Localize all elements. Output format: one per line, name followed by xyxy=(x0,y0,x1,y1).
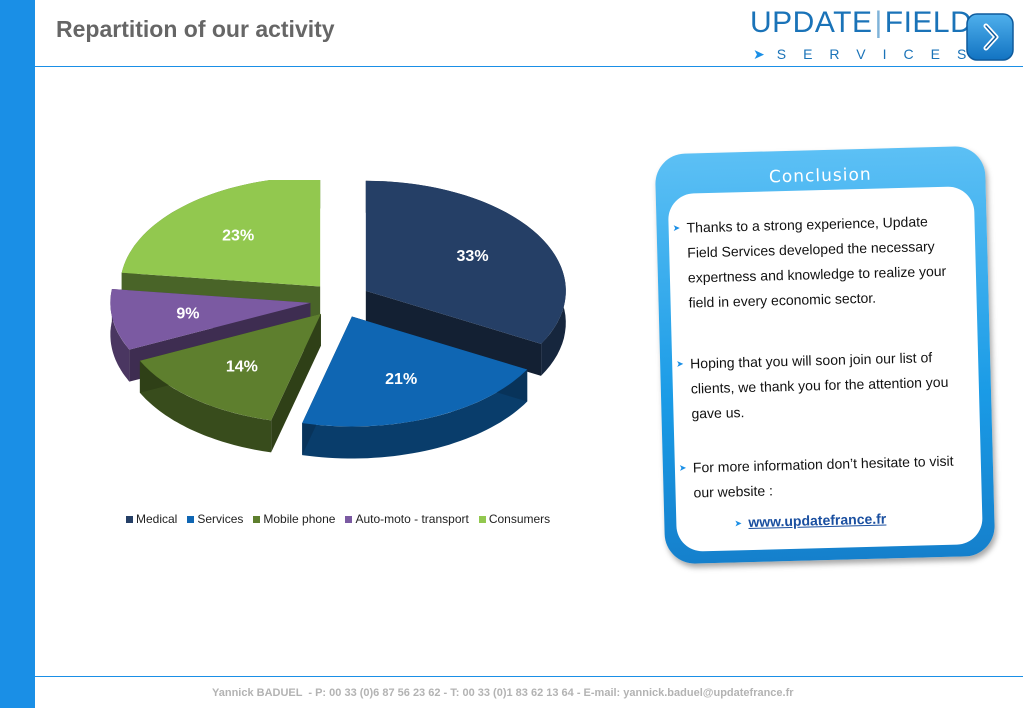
legend-item: Medical xyxy=(126,512,177,526)
conclusion-bullet-text: For more information don’t hesitate to v… xyxy=(692,452,954,501)
website-link[interactable]: www.updatefrance.fr xyxy=(748,510,887,531)
company-logo: UPDATE|FIELD ➤ SERVICES xyxy=(745,6,1020,66)
legend-label: Medical xyxy=(136,512,178,526)
bullet-arrow-icon: ➤ xyxy=(678,462,687,473)
legend-label: Auto-moto - transport xyxy=(355,512,469,526)
legend-label: Consumers xyxy=(488,512,551,526)
logo-arrow-icon: ➤ xyxy=(753,46,765,62)
link-arrow-icon: ➤ xyxy=(734,518,743,529)
pie-data-label: 21% xyxy=(385,371,417,388)
legend-item: Auto-moto - transport xyxy=(345,512,469,526)
pie-slice-side-2 xyxy=(302,369,528,459)
pie-data-label: 14% xyxy=(226,358,258,375)
pie-slice-medical xyxy=(365,180,566,344)
pie-slice-consumers xyxy=(121,180,321,287)
header-divider xyxy=(35,66,1023,67)
logo-tagline-text: SERVICES xyxy=(776,46,984,62)
logo-chevron-icon xyxy=(966,13,1014,61)
logo-tagline: ➤ SERVICES xyxy=(753,46,983,63)
logo-word-field: FIELD xyxy=(884,6,973,39)
bullet-arrow-icon: ➤ xyxy=(676,358,684,369)
left-accent-bar xyxy=(0,0,35,708)
pie-slice-auto-moto-transport xyxy=(110,289,311,350)
legend-item: Consumers xyxy=(478,512,551,526)
pie-data-label: 9% xyxy=(176,305,199,322)
legend-swatch xyxy=(345,515,353,523)
legend-item: Services xyxy=(187,512,243,526)
pie-slice-side-3 xyxy=(139,360,272,453)
logo-separator: | xyxy=(874,6,883,39)
pie-slice-edge-1-2 xyxy=(365,290,542,376)
conclusion-bullet-text: Thanks to a strong experience, Update Fi… xyxy=(686,213,947,311)
conclusion-bullet: ➤ Hoping that you will soon join our lis… xyxy=(676,344,964,426)
logo-wordmark: UPDATE|FIELD xyxy=(750,6,972,40)
legend-label: Services xyxy=(197,512,244,526)
legend-swatch xyxy=(478,515,486,523)
footer-contact: Yannick BADUEL - P: 00 33 (0)6 87 56 23 … xyxy=(212,687,794,699)
chart-legend: Medical Services Mobile phone Auto-moto - t… xyxy=(126,512,550,526)
pie-slice-services xyxy=(302,316,528,427)
conclusion-bullet: ➤ Thanks to a strong experience, Update … xyxy=(672,208,961,315)
pie-slice-side-4 xyxy=(110,289,130,382)
conclusion-panel: Conclusion ➤ Thanks to a strong experien… xyxy=(654,145,996,565)
pie-data-label: 33% xyxy=(457,248,489,265)
page-title: Repartition of our activity xyxy=(56,16,335,42)
legend-item: Mobile phone xyxy=(253,512,335,526)
legend-label: Mobile phone xyxy=(263,512,336,526)
pie-data-label: 23% xyxy=(222,227,254,244)
activity-pie-chart: 33% 21% 14% 9% 23% xyxy=(110,180,566,459)
logo-word-update: UPDATE xyxy=(750,6,873,39)
conclusion-bullet-text: Hoping that you will soon join our list … xyxy=(689,349,949,422)
footer-divider xyxy=(35,676,1023,677)
bullet-arrow-icon: ➤ xyxy=(672,222,681,233)
legend-swatch xyxy=(126,515,133,523)
legend-swatch xyxy=(253,515,261,523)
pie-slice-mobile-phone xyxy=(139,313,321,421)
legend-swatch xyxy=(187,515,195,523)
conclusion-bullet: ➤ For more information don’t hesitate to… xyxy=(679,448,966,505)
conclusion-body: ➤ Thanks to a strong experience, Update … xyxy=(667,186,983,552)
